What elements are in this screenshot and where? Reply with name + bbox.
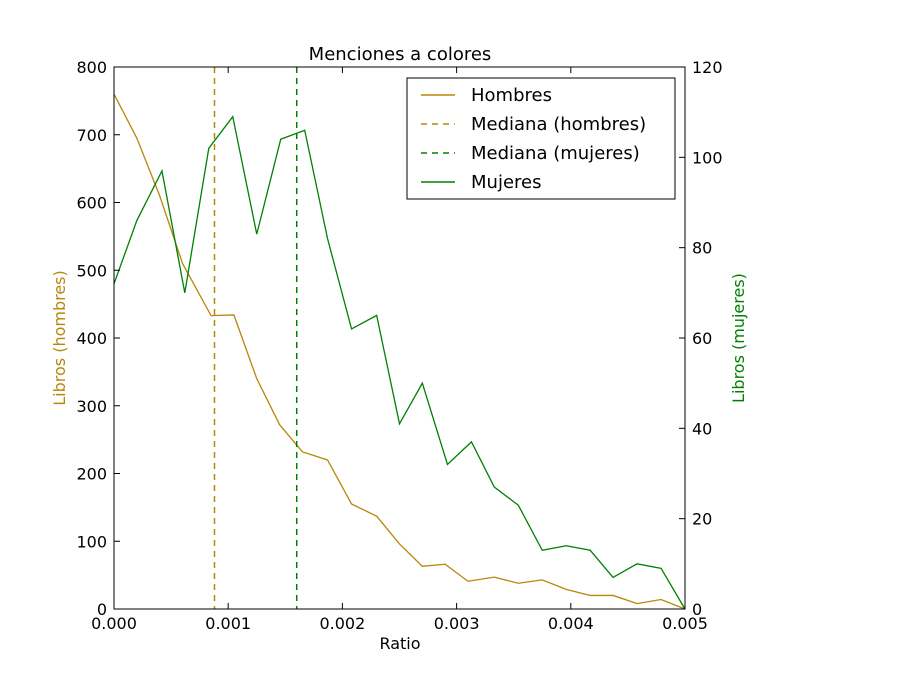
x-tick-label: 0.005: [662, 614, 708, 633]
legend-label: Mediana (hombres): [471, 114, 646, 135]
legend: Hombres Mediana (hombres) Mediana (mujeres…: [406, 77, 676, 200]
x-tick-label: 0.000: [91, 614, 137, 633]
y-left-tick-label: 200: [76, 465, 107, 484]
y-left-tick-label: 400: [76, 329, 107, 348]
y-right-tick-label: 20: [692, 510, 712, 529]
x-tick-label: 0.002: [319, 614, 365, 633]
y-axis-right-label: Libros (mujeres): [729, 273, 748, 403]
series-line-mujeres: [113, 115, 686, 610]
legend-label: Mediana (mujeres): [471, 143, 640, 164]
y-right-tick-label: 0: [692, 600, 702, 619]
y-left-tick-label: 600: [76, 194, 107, 213]
y-left-tick-label: 500: [76, 261, 107, 280]
legend-box: [406, 77, 676, 200]
y-right-tick-label: 40: [692, 419, 712, 438]
chart-title: Menciones a colores: [309, 44, 492, 65]
plot-lines: [113, 67, 686, 610]
y-left-tick-label: 0: [97, 600, 107, 619]
x-tick-label: 0.001: [205, 614, 251, 633]
legend-items: Hombres Mediana (hombres) Mediana (mujeres…: [421, 85, 646, 193]
x-axis: 0.000 0.001 0.002 0.003 0.004 0.005: [91, 67, 708, 633]
legend-label: Mujeres: [471, 172, 541, 193]
y-right-tick-label: 80: [692, 239, 712, 258]
x-tick-label: 0.004: [548, 614, 594, 633]
series-line-hombres: [113, 93, 686, 610]
y-right-tick-label: 100: [692, 148, 723, 167]
y-axis-left-label: Libros (hombres): [50, 270, 69, 406]
legend-label: Hombres: [471, 85, 552, 106]
y-left-tick-label: 100: [76, 532, 107, 551]
x-tick-label: 0.003: [434, 614, 480, 633]
x-axis-label: Ratio: [379, 634, 420, 653]
y-left-tick-label: 300: [76, 397, 107, 416]
y-right-tick-label: 60: [692, 329, 712, 348]
y-right-tick-label: 120: [692, 58, 723, 77]
y-left-tick-label: 800: [76, 58, 107, 77]
y-axis-left: 0 100 200 300 400 500 600 700 800: [76, 58, 120, 619]
y-axis-right: 0 20 40 60 80 100 120: [679, 58, 723, 619]
y-left-tick-label: 700: [76, 126, 107, 145]
